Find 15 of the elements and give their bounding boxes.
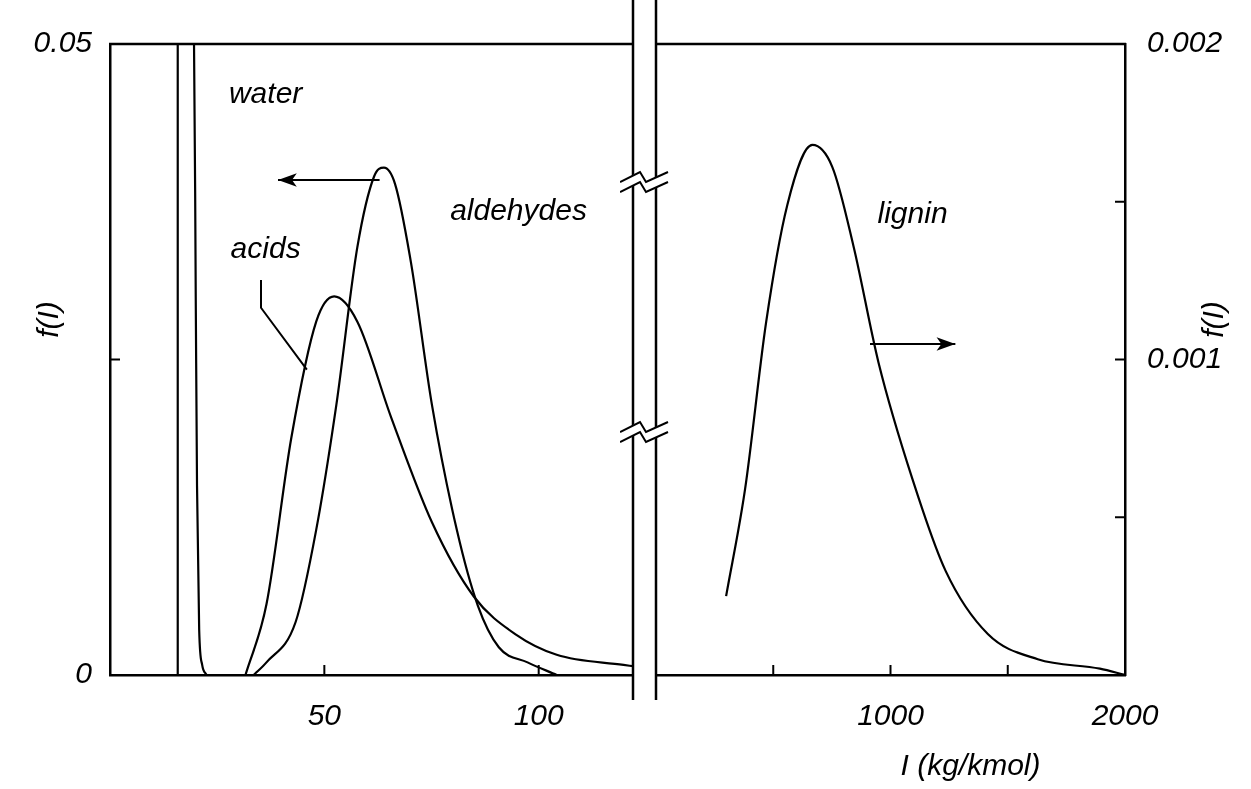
x-tick-label: 1000: [857, 698, 925, 732]
y-tick-label: 0: [75, 656, 93, 690]
y-tick-label: 0.05: [33, 25, 93, 59]
series-label: acids: [230, 231, 301, 265]
y2-tick-label: 0.002: [1147, 25, 1223, 59]
y-axis-title: f(I): [31, 301, 65, 338]
y2-tick-label: 0.001: [1147, 340, 1223, 374]
x-tick-label: 50: [307, 698, 342, 732]
x-tick-label: 2000: [1090, 698, 1159, 732]
y2-axis-title: f(I): [1196, 301, 1230, 338]
series-label: aldehydes: [450, 193, 587, 227]
series-label: lignin: [877, 195, 948, 229]
x-axis-title: I (kg/kmol): [900, 748, 1041, 782]
x-tick-label: 100: [513, 698, 565, 732]
series-label: water: [228, 75, 304, 109]
